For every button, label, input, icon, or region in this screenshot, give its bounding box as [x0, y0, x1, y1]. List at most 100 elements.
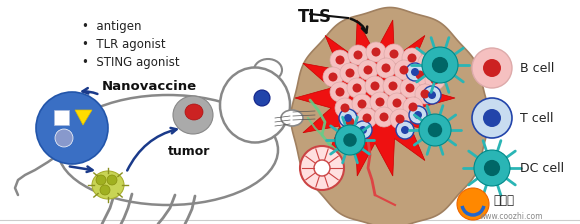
Circle shape — [428, 123, 442, 137]
Circle shape — [344, 114, 352, 122]
Circle shape — [430, 75, 440, 84]
Circle shape — [36, 92, 108, 164]
Circle shape — [371, 82, 379, 90]
Circle shape — [354, 121, 372, 139]
Circle shape — [346, 118, 354, 127]
Text: tumor: tumor — [168, 145, 211, 158]
Circle shape — [408, 103, 418, 112]
Circle shape — [390, 109, 410, 129]
Circle shape — [389, 82, 397, 90]
Text: •  antigen: • antigen — [82, 20, 142, 33]
Circle shape — [346, 69, 354, 78]
Circle shape — [357, 108, 377, 128]
Circle shape — [390, 50, 398, 58]
Circle shape — [328, 73, 338, 82]
Circle shape — [422, 47, 458, 83]
Circle shape — [372, 47, 380, 56]
Polygon shape — [75, 110, 92, 125]
Circle shape — [405, 84, 415, 93]
Circle shape — [423, 58, 433, 67]
Circle shape — [335, 88, 345, 97]
Circle shape — [379, 112, 389, 121]
Circle shape — [352, 94, 372, 114]
Polygon shape — [295, 20, 455, 176]
Circle shape — [414, 111, 422, 119]
Circle shape — [409, 106, 427, 124]
Circle shape — [423, 86, 441, 104]
Circle shape — [483, 59, 501, 77]
Circle shape — [107, 175, 117, 185]
Circle shape — [420, 90, 430, 99]
Circle shape — [484, 160, 500, 176]
Circle shape — [366, 42, 386, 62]
Text: T cell: T cell — [520, 112, 553, 125]
Circle shape — [384, 44, 404, 64]
Ellipse shape — [220, 67, 290, 142]
Circle shape — [472, 98, 512, 138]
Text: 酷知网: 酷知网 — [493, 194, 514, 207]
Circle shape — [339, 109, 357, 127]
Circle shape — [428, 91, 436, 99]
Circle shape — [365, 76, 385, 96]
Circle shape — [401, 126, 409, 134]
Circle shape — [340, 103, 350, 112]
Circle shape — [406, 63, 424, 81]
Circle shape — [340, 112, 360, 132]
Circle shape — [330, 50, 350, 70]
Circle shape — [474, 150, 510, 186]
Ellipse shape — [254, 59, 282, 81]
Circle shape — [353, 50, 362, 60]
Text: TLS: TLS — [298, 8, 332, 26]
Ellipse shape — [92, 171, 124, 199]
Circle shape — [323, 67, 343, 87]
Text: •  STING agonist: • STING agonist — [82, 56, 180, 69]
Ellipse shape — [58, 95, 278, 205]
Circle shape — [100, 185, 110, 195]
Circle shape — [387, 93, 407, 113]
Circle shape — [400, 65, 408, 75]
Circle shape — [359, 126, 367, 134]
Circle shape — [383, 76, 403, 96]
Circle shape — [376, 58, 396, 78]
Text: DC cell: DC cell — [520, 162, 564, 174]
Circle shape — [396, 114, 404, 123]
Text: www.coozhi.com: www.coozhi.com — [480, 211, 543, 220]
Circle shape — [415, 71, 425, 80]
Ellipse shape — [281, 110, 303, 126]
FancyBboxPatch shape — [54, 110, 69, 125]
Circle shape — [415, 84, 435, 104]
Text: •  TLR agonist: • TLR agonist — [82, 38, 166, 51]
Circle shape — [96, 175, 106, 185]
Circle shape — [396, 121, 414, 139]
Circle shape — [348, 45, 368, 65]
Circle shape — [254, 90, 270, 106]
Circle shape — [364, 65, 372, 75]
Circle shape — [300, 146, 344, 190]
Circle shape — [411, 68, 419, 76]
Circle shape — [358, 60, 378, 80]
Circle shape — [335, 98, 355, 118]
Text: B cell: B cell — [520, 62, 554, 75]
Circle shape — [472, 48, 512, 88]
Circle shape — [55, 129, 73, 147]
Circle shape — [335, 56, 345, 65]
Circle shape — [357, 99, 367, 108]
Circle shape — [432, 57, 448, 73]
Circle shape — [402, 48, 422, 68]
Text: Nanovaccine: Nanovaccine — [102, 80, 197, 93]
Circle shape — [410, 65, 430, 85]
Circle shape — [343, 133, 357, 147]
Circle shape — [419, 114, 451, 146]
Circle shape — [425, 70, 445, 90]
Circle shape — [403, 97, 423, 117]
Circle shape — [353, 84, 361, 93]
Circle shape — [483, 109, 501, 127]
Circle shape — [370, 92, 390, 112]
Circle shape — [330, 82, 350, 102]
Circle shape — [374, 107, 394, 127]
Circle shape — [418, 53, 438, 73]
Circle shape — [394, 60, 414, 80]
Circle shape — [335, 125, 365, 155]
Ellipse shape — [173, 96, 213, 134]
Circle shape — [375, 97, 385, 106]
